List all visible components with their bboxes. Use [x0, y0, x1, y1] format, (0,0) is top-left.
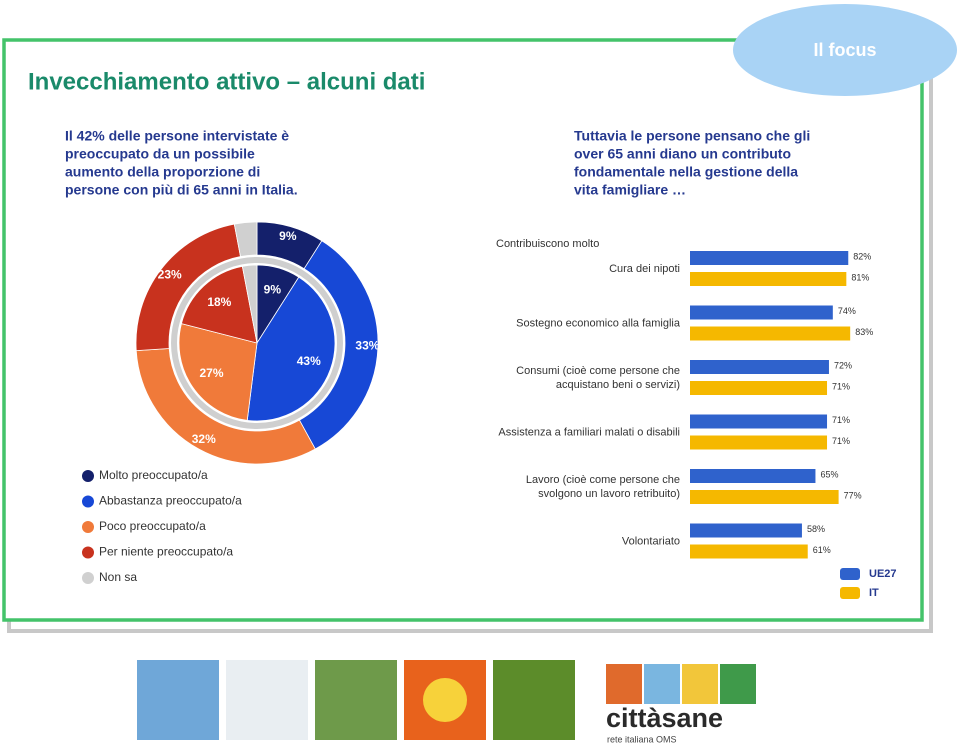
legend-label: IT: [869, 587, 879, 599]
logo-tile: [606, 664, 642, 704]
bar: [690, 251, 849, 265]
pie-slice: [233, 221, 258, 258]
right-text: Tuttavia le persone pensano che gli over …: [574, 128, 810, 198]
bar: [690, 381, 828, 395]
text-line: over 65 anni diano un contributo: [574, 146, 791, 162]
bar: [690, 326, 851, 341]
pie-slice: [241, 264, 258, 344]
bar-chart: Contribuiscono molto Cura dei nipoti 82% 81…: [496, 238, 897, 599]
pie-slice: [246, 276, 336, 422]
category-label: Consumi (cioè come persone che acquistano…: [516, 365, 680, 391]
text-line: Tuttavia le persone pensano che gli: [574, 128, 810, 144]
legend-swatch: [82, 546, 94, 559]
slice-label: 43%: [297, 354, 321, 368]
pie-chart: 9% 33% 32% 23% 9% 43% 27% 18% Molto preoccupato/…: [82, 221, 380, 584]
logo-name: cittàsane: [606, 703, 723, 733]
footer-images: [137, 660, 756, 740]
bar-value-label: 81%: [851, 272, 869, 282]
category-label: Cura dei nipoti: [609, 263, 680, 275]
bar: [690, 490, 839, 504]
slice-label: 9%: [264, 282, 282, 296]
category-label: Assistenza a familiari malati o disabili: [498, 426, 680, 438]
photo-family: [226, 660, 308, 740]
bar-value-label: 72%: [834, 360, 852, 370]
bar: [690, 360, 829, 374]
bar: [690, 305, 833, 320]
bar-value-label: 71%: [832, 415, 850, 425]
bar: [690, 414, 828, 429]
bar-value-label: 65%: [820, 469, 838, 479]
bar-value-label: 58%: [807, 524, 825, 534]
bar: [690, 435, 828, 450]
bar-value-label: 71%: [832, 381, 850, 391]
slice-label: 9%: [279, 229, 297, 243]
text-line: aumento della proporzione di: [65, 164, 260, 180]
slice-label: 27%: [199, 366, 223, 380]
logo-tile: [720, 664, 756, 704]
slice-label: 23%: [158, 267, 182, 281]
focus-label: Il focus: [813, 40, 876, 60]
photo-park: [315, 660, 397, 740]
legend-swatch: [82, 521, 94, 533]
ring-divider: [171, 257, 343, 429]
legend-label: Abbastanza preoccupato/a: [99, 494, 242, 508]
legend-label: Per niente preoccupato/a: [99, 545, 233, 559]
legend-swatch: [840, 568, 860, 580]
bar-value-label: 61%: [813, 545, 831, 555]
bar-value-label: 74%: [838, 306, 856, 316]
focus-badge: [733, 4, 957, 96]
bar: [690, 469, 816, 483]
bar-heading: Contribuiscono molto: [496, 238, 599, 250]
slice-label: 33%: [355, 339, 379, 353]
text-line: persone con più di 65 anni in Italia.: [65, 182, 298, 198]
category-label: Lavoro (cioè come persone che svolgono un…: [526, 474, 680, 500]
sun: [423, 678, 467, 722]
photo-leaf: [493, 660, 575, 740]
bar: [690, 523, 802, 538]
left-text: Il 42% delle persone intervistate è preoc…: [65, 128, 298, 198]
logo-tile: [644, 664, 680, 704]
bar-value-label: 82%: [853, 251, 871, 261]
bar: [690, 272, 847, 286]
legend-label: UE27: [869, 568, 897, 580]
title: Invecchiamento attivo – alcuni dati: [28, 68, 425, 95]
legend-label: Poco preoccupato/a: [99, 519, 206, 533]
legend-swatch: [840, 587, 860, 599]
pie-slice: [178, 323, 258, 421]
bar-value-label: 71%: [832, 436, 850, 446]
bar-value-label: 77%: [844, 490, 862, 500]
legend-label: Non sa: [99, 570, 137, 584]
legend-swatch: [82, 470, 94, 482]
category-label: Sostegno economico alla famiglia: [516, 317, 681, 329]
logo-subtitle: rete italiana OMS: [607, 734, 677, 744]
bar-value-label: 83%: [855, 327, 873, 337]
slice-label: 18%: [207, 295, 231, 309]
text-line: Il 42% delle persone intervistate è: [65, 128, 289, 144]
legend-label: Molto preoccupato/a: [99, 468, 208, 482]
pie-slice: [180, 265, 258, 344]
text-line: fondamentale nella gestione della: [574, 164, 798, 180]
logo-tile: [682, 664, 718, 704]
text-line: preoccupato da un possibile: [65, 146, 255, 162]
bar: [690, 544, 808, 559]
slice-label: 32%: [192, 432, 216, 446]
photo-sky: [137, 660, 219, 740]
text-line: vita famigliare …: [574, 182, 686, 198]
legend-swatch: [82, 572, 94, 584]
category-label: Volontariato: [622, 535, 680, 547]
legend-swatch: [82, 495, 94, 508]
